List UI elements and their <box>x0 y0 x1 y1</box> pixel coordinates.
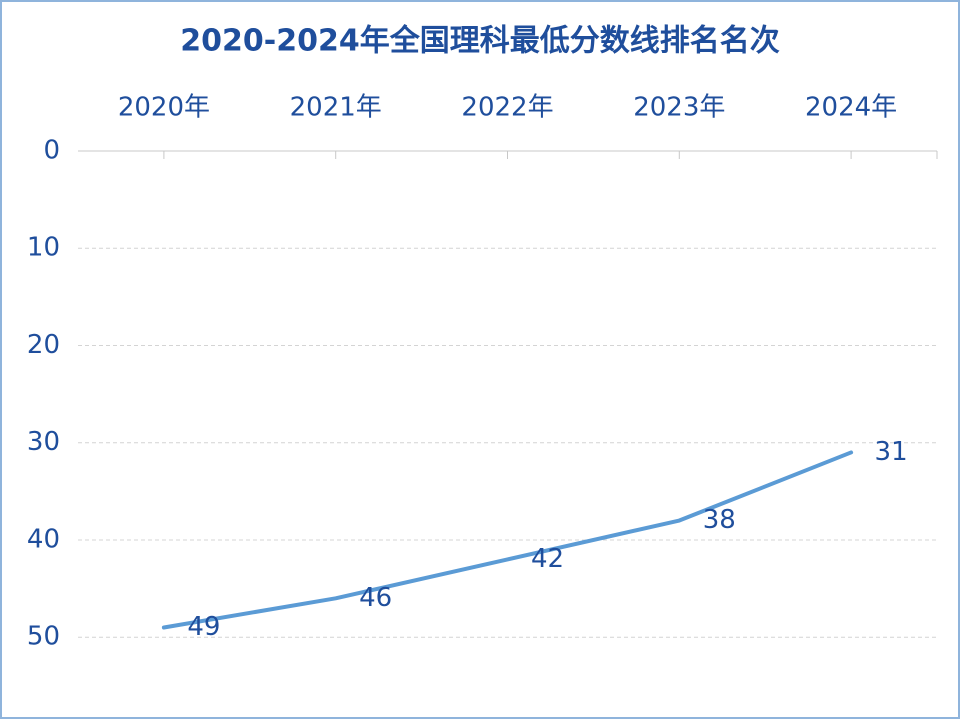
y-tick-label: 10 <box>27 233 60 263</box>
y-tick-label: 30 <box>27 427 60 457</box>
data-label: 31 <box>875 437 908 467</box>
line <box>161 450 854 630</box>
y-tick-label: 0 <box>43 136 60 166</box>
data-label: 46 <box>359 583 392 613</box>
x-tick-label: 2022年 <box>461 93 553 123</box>
y-tick-label: 20 <box>27 330 60 360</box>
x-tick-label: 2021年 <box>290 93 382 123</box>
x-tick-label: 2020年 <box>118 93 210 123</box>
x-tick-label: 2024年 <box>805 93 897 123</box>
data-label: 49 <box>187 612 220 642</box>
y-tick-label: 40 <box>27 524 60 554</box>
data-label: 42 <box>531 544 564 574</box>
data-label: 38 <box>703 505 736 535</box>
x-tick-label: 2023年 <box>633 93 725 123</box>
chart-title: 2020-2024年全国理科最低分数线排名名次 <box>180 24 779 59</box>
y-tick-label: 50 <box>27 622 60 652</box>
